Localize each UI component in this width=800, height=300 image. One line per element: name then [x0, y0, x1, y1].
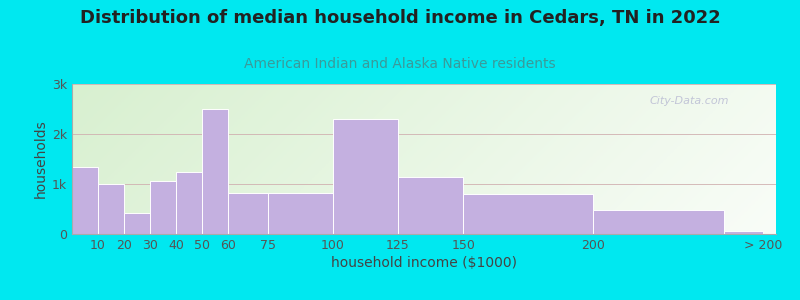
Bar [398, 176, 463, 234]
Bar [333, 119, 398, 234]
Text: City-Data.com: City-Data.com [650, 96, 729, 106]
Bar [176, 172, 202, 234]
Bar [594, 209, 724, 234]
Text: American Indian and Alaska Native residents: American Indian and Alaska Native reside… [244, 57, 556, 71]
Bar [229, 193, 267, 234]
Bar [72, 167, 98, 234]
Bar [463, 194, 594, 234]
Bar [124, 212, 150, 234]
Bar [98, 184, 124, 234]
Bar [202, 109, 229, 234]
Text: Distribution of median household income in Cedars, TN in 2022: Distribution of median household income … [80, 9, 720, 27]
Y-axis label: households: households [34, 120, 48, 198]
X-axis label: household income ($1000): household income ($1000) [331, 256, 517, 270]
Bar [267, 193, 333, 234]
Bar [724, 230, 763, 234]
Bar [150, 181, 176, 234]
